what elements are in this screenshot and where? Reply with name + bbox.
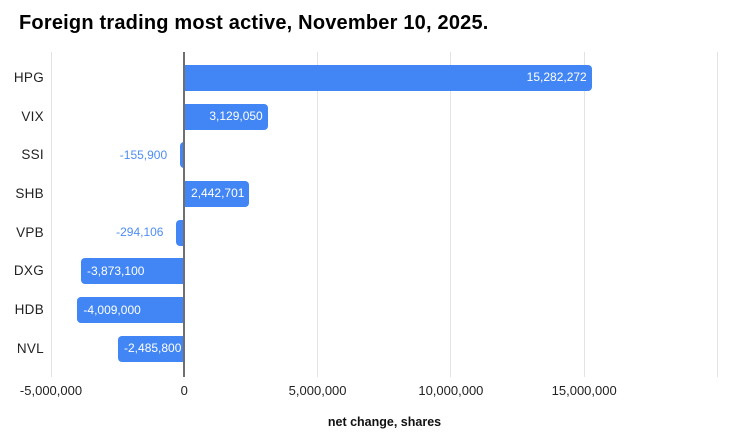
gridline [450, 52, 452, 377]
category-label: SSI [21, 147, 44, 163]
bar-value-label: -155,900 [119, 147, 168, 162]
bar-value-label: 3,129,050 [209, 109, 263, 124]
bar-value-label: -4,009,000 [83, 302, 141, 317]
gridline [317, 52, 319, 377]
bar [81, 258, 185, 285]
bar [180, 142, 185, 169]
category-label: NVL [16, 340, 44, 356]
bar-value-label: 15,282,272 [526, 70, 587, 85]
zero-baseline [183, 52, 186, 377]
bar-value-label: -3,873,100 [87, 263, 145, 278]
bar-value-label: -294,106 [116, 225, 164, 240]
bar [184, 64, 592, 91]
category-label: HPG [13, 69, 44, 85]
x-tick-label: -5,000,000 [19, 383, 83, 398]
bar [118, 335, 185, 362]
x-tick-label: 5,000,000 [288, 383, 347, 398]
bar [184, 180, 250, 207]
category-label: SHB [15, 185, 44, 201]
x-tick-label: 0 [180, 383, 188, 398]
bar [184, 103, 268, 130]
bar-value-label: -2,485,800 [124, 341, 182, 356]
x-tick-label: 10,000,000 [418, 383, 484, 398]
bar [77, 297, 185, 324]
x-tick-label: 15,000,000 [551, 383, 617, 398]
category-label: VIX [21, 108, 44, 124]
bar-value-label: 2,442,701 [191, 186, 245, 201]
chart-title: Foreign trading most active, November 10… [19, 12, 489, 34]
category-label: HDB [14, 302, 44, 318]
x-axis-title: net change, shares [327, 415, 442, 429]
category-label: VPB [16, 224, 44, 240]
bar [176, 219, 185, 246]
gridline [717, 52, 718, 377]
gridline [583, 52, 585, 377]
gridline [50, 52, 52, 377]
category-label: DXG [13, 263, 44, 279]
